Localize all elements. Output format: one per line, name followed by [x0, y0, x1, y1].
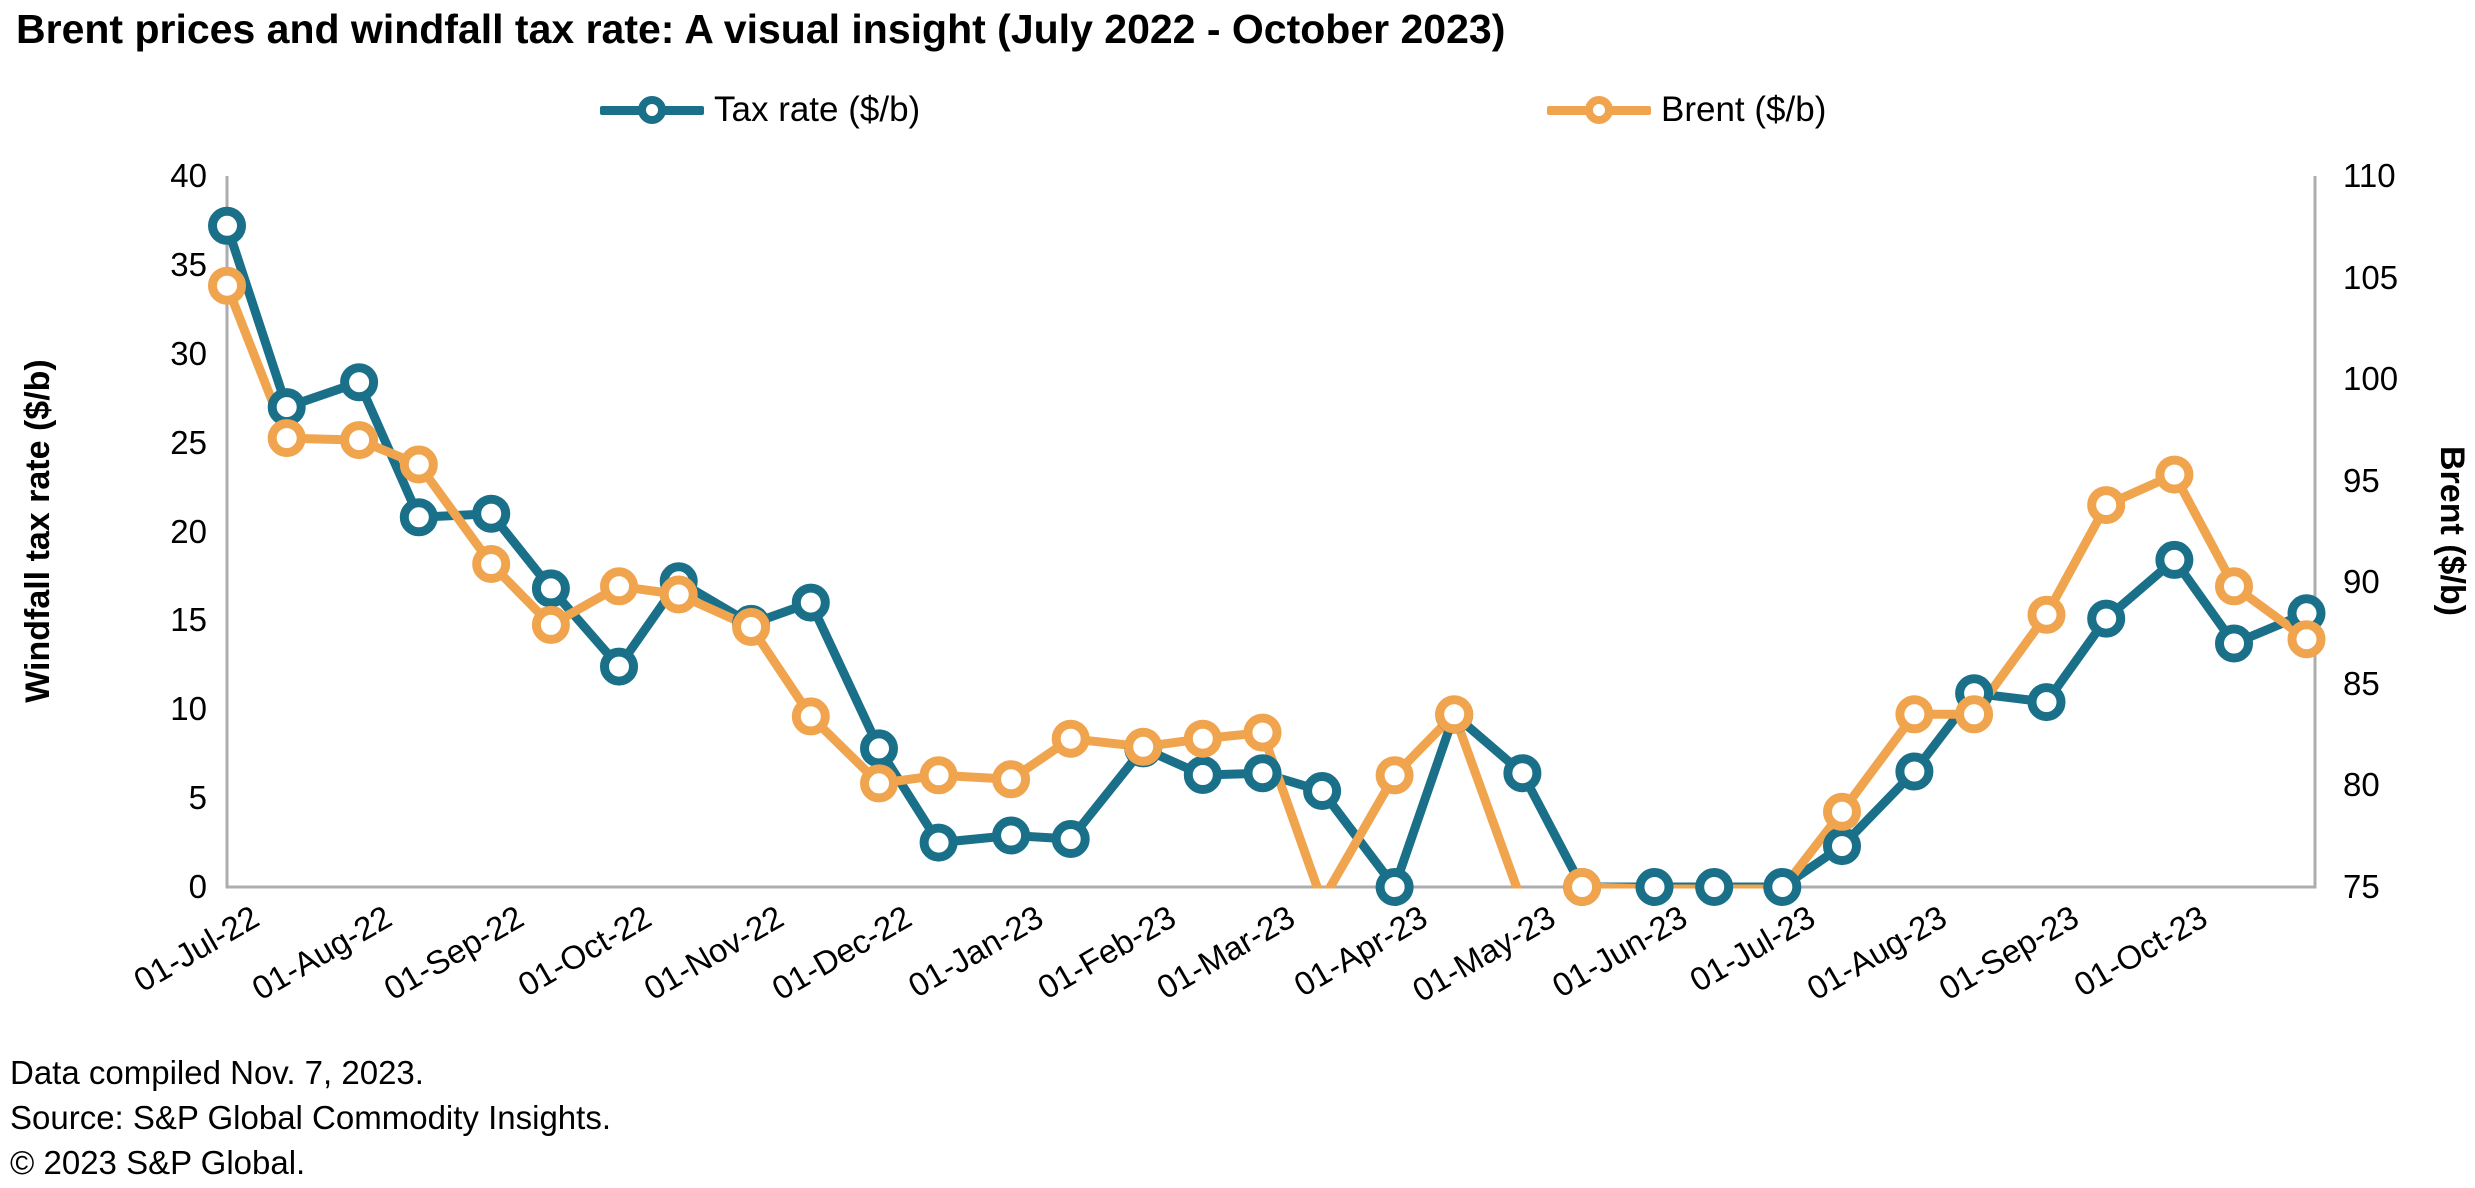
tax-rate-marker: [919, 823, 958, 862]
y-axis-right-tick-label: 105: [2343, 258, 2399, 296]
y-axis-left-tick-label: 0: [188, 868, 207, 905]
y-axis-left-tick-label: 25: [170, 423, 207, 461]
tax-rate-marker: [208, 206, 246, 245]
brent-marker-icon: [1585, 96, 1613, 124]
brent-legend-swatch-icon: [1547, 86, 1651, 134]
brent-marker: [2155, 455, 2194, 494]
y-axis-left-tick-label: 5: [188, 779, 207, 817]
brent-marker: [1563, 868, 1602, 906]
brent-marker: [791, 697, 830, 736]
brent-marker: [1955, 695, 1994, 734]
y-axis-left-tick-label: 35: [170, 245, 207, 283]
tax-rate-legend-swatch-icon: [600, 86, 704, 134]
brent-marker: [472, 545, 511, 583]
y-axis-right-title: Brent ($/b): [2433, 446, 2471, 616]
tax-rate-marker: [1895, 752, 1934, 791]
tax-rate-marker: [791, 583, 830, 622]
y-axis-left-tick-label: 20: [170, 512, 207, 550]
tax-rate-marker: [1183, 756, 1222, 794]
brent-marker: [267, 419, 306, 458]
y-axis-left-tick-label: 10: [170, 690, 207, 728]
tax-rate-marker: [1695, 868, 1734, 906]
y-axis-right-tick-label: 100: [2343, 360, 2399, 398]
brent-marker: [531, 605, 570, 644]
legend-item-brent: Brent ($/b): [1547, 86, 1826, 134]
tax-rate-marker: [1503, 754, 1542, 793]
y-axis-left-tick-label: 40: [170, 157, 207, 194]
brent-marker: [659, 575, 698, 614]
legend-label-brent: Brent ($/b): [1661, 90, 1827, 129]
brent-marker: [340, 421, 379, 460]
tax-rate-marker-icon: [638, 96, 666, 124]
footer-source: Source: S&P Global Commodity Insights.: [10, 1099, 611, 1136]
chart-title: Brent prices and windfall tax rate: A vi…: [16, 6, 1506, 52]
brent-marker: [399, 445, 438, 484]
tax-rate-marker: [531, 569, 570, 608]
tax-rate-marker: [1763, 868, 1802, 906]
brent-marker: [1124, 727, 1163, 766]
brent-marker: [992, 760, 1031, 799]
footer-copyright: © 2023 S&P Global.: [10, 1144, 306, 1181]
tax-rate-marker: [1303, 772, 1342, 810]
brent-marker: [2087, 486, 2126, 525]
tax-rate-marker: [1823, 827, 1861, 866]
brent-marker: [1895, 695, 1934, 734]
y-axis-left-tick-label: 15: [170, 601, 207, 639]
tax-rate-marker: [1243, 754, 1282, 793]
tax-rate-marker: [340, 363, 379, 402]
legend-item-tax-rate: Tax rate ($/b): [600, 86, 920, 134]
brent-marker: [1051, 719, 1090, 758]
y-axis-right-tick-label: 80: [2343, 766, 2380, 804]
y-axis-left-title: Windfall tax rate ($/b): [19, 359, 57, 703]
footer: Data compiled Nov. 7, 2023. Source: S&P …: [10, 1050, 611, 1185]
tax-rate-marker: [1051, 820, 1090, 858]
brent-marker: [600, 567, 638, 606]
brent-marker: [1243, 713, 1282, 752]
footer-compiled-date: Data compiled Nov. 7, 2023.: [10, 1054, 424, 1091]
brent-marker: [208, 266, 246, 305]
legend-label-tax-rate: Tax rate ($/b): [714, 90, 921, 129]
brent-marker: [2287, 620, 2326, 659]
tax-rate-marker: [399, 498, 438, 537]
tax-rate-marker: [2215, 624, 2253, 663]
y-axis-right-tick-label: 75: [2343, 868, 2380, 905]
brent-marker: [732, 608, 771, 646]
tax-rate-marker: [267, 388, 306, 427]
brent-marker: [919, 756, 958, 795]
tax-rate-marker: [1375, 868, 1414, 906]
brent-marker: [1183, 719, 1222, 758]
brent-marker: [1375, 756, 1414, 795]
tax-rate-marker: [2027, 683, 2066, 722]
tax-rate-marker: [992, 816, 1031, 855]
brent-marker: [2027, 595, 2066, 634]
y-axis-right-tick-label: 85: [2343, 664, 2380, 702]
tax-rate-marker: [472, 494, 511, 533]
brent-marker: [1823, 792, 1861, 831]
brent-marker: [2215, 567, 2253, 606]
tax-rate-marker: [860, 729, 898, 768]
brent-marker: [860, 764, 898, 803]
y-axis-right-tick-label: 90: [2343, 563, 2380, 601]
y-axis-right-tick-label: 95: [2343, 461, 2380, 499]
tax-rate-marker: [2087, 599, 2126, 638]
y-axis-right-tick-label: 110: [2343, 157, 2396, 194]
tax-rate-marker: [600, 647, 638, 686]
tax-rate-marker: [2155, 540, 2194, 579]
tax-rate-marker: [1635, 868, 1674, 906]
brent-marker: [1435, 695, 1474, 734]
y-axis-left-tick-label: 30: [170, 334, 207, 372]
